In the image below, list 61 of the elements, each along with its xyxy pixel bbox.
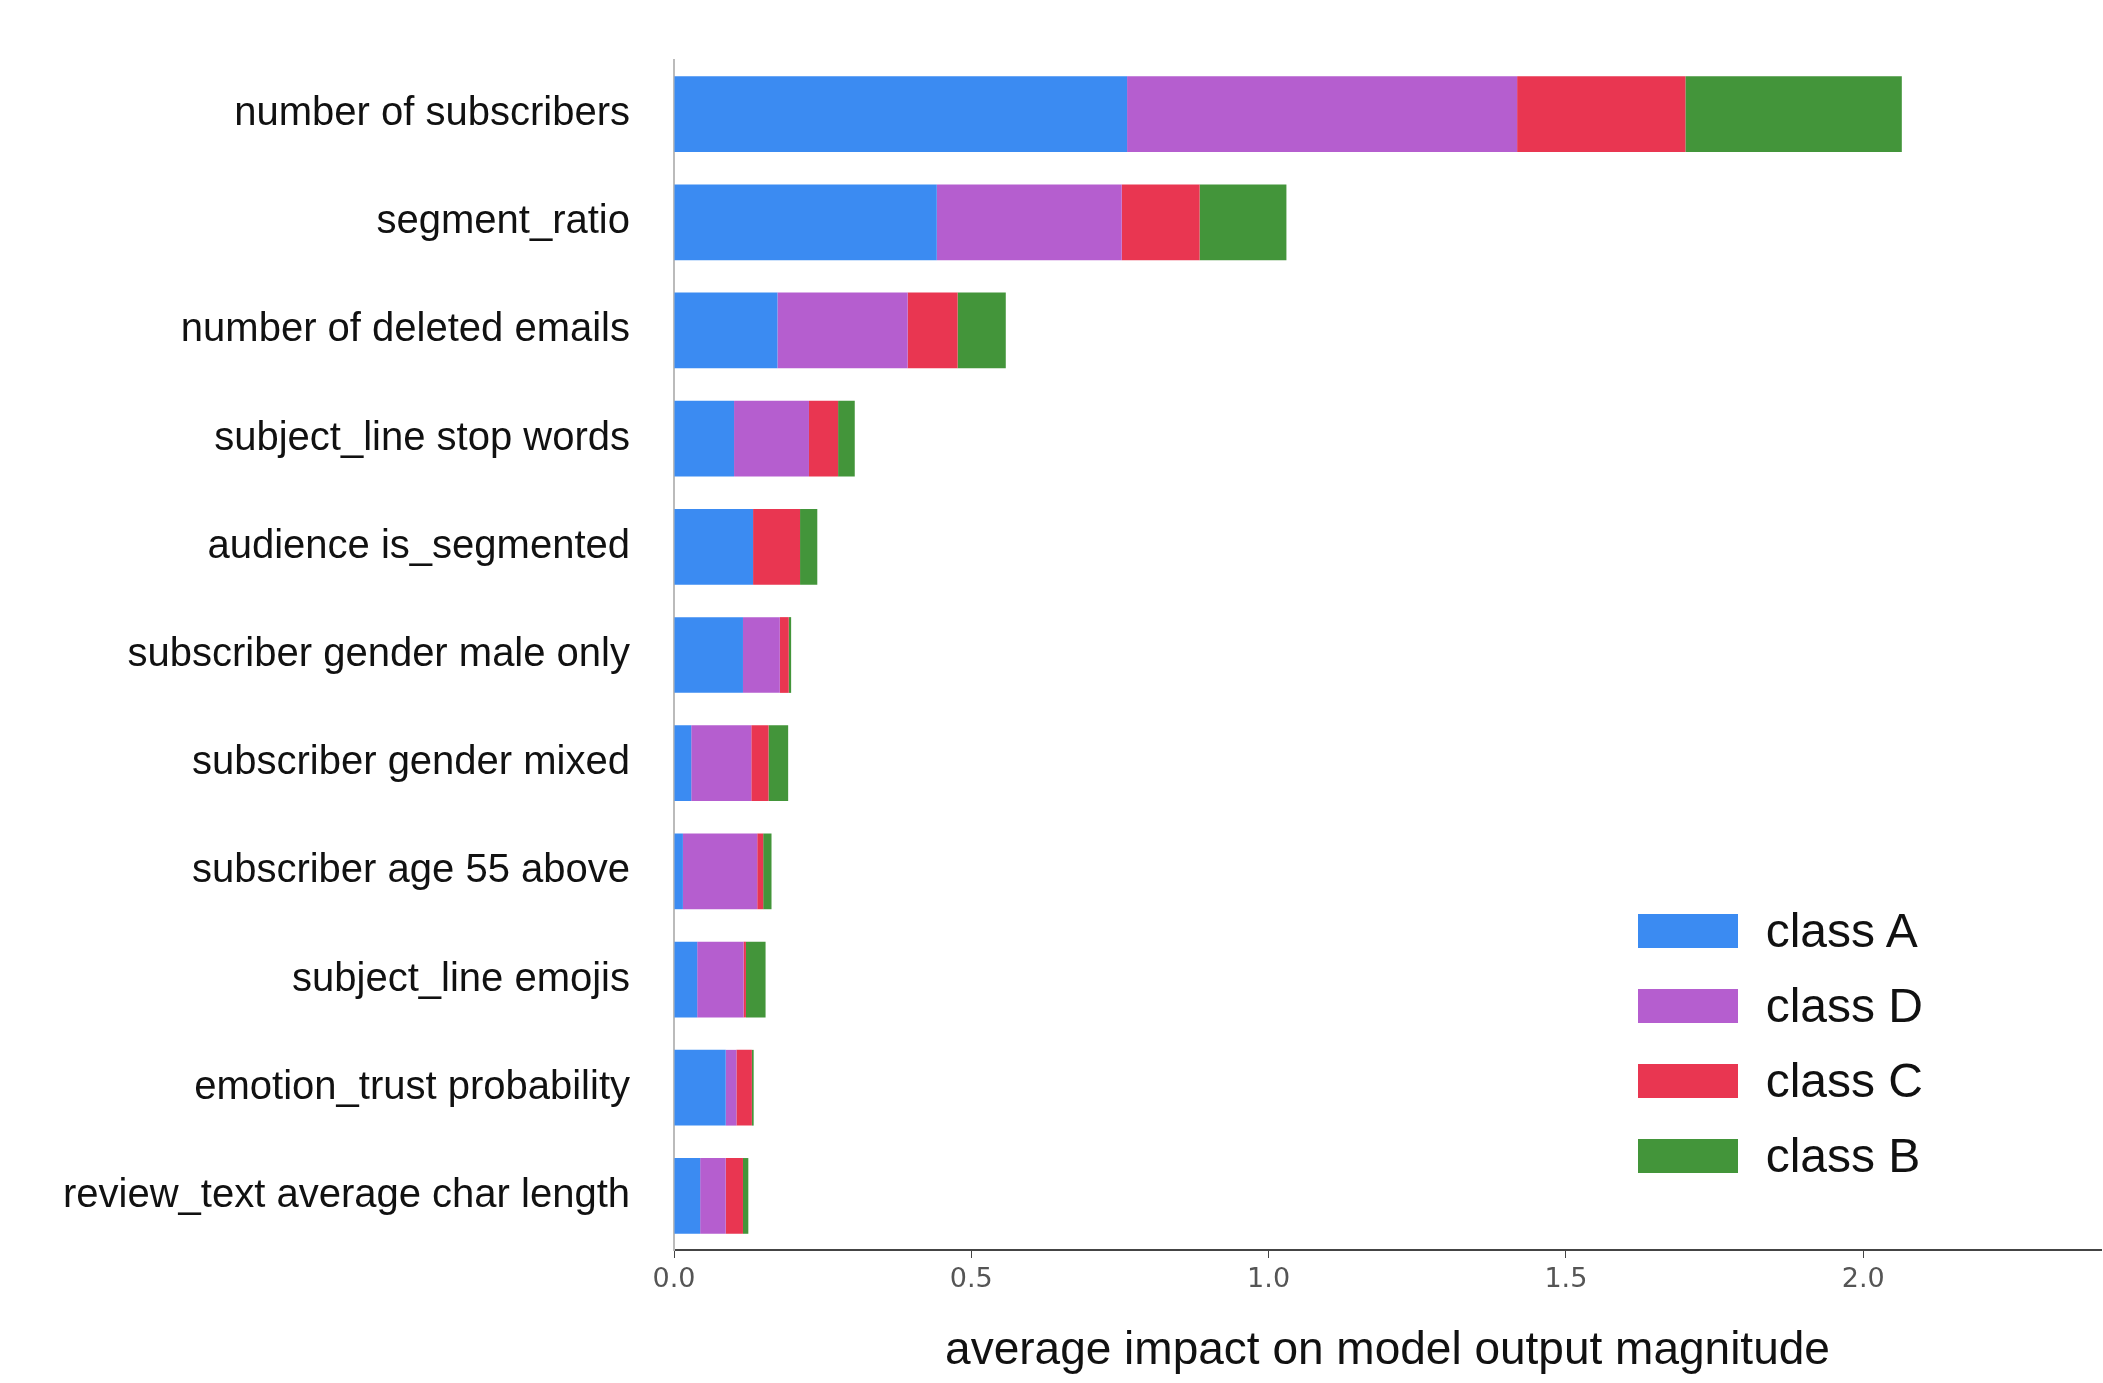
x-tick-label: 1.0 <box>1247 1262 1291 1294</box>
legend-label: class B <box>1765 1128 1921 1183</box>
bar <box>700 1158 726 1234</box>
bar <box>1199 184 1287 261</box>
bar <box>674 400 735 477</box>
bar <box>736 1049 752 1126</box>
legend-label: class A <box>1765 903 1918 958</box>
bar <box>753 508 801 585</box>
bar <box>697 941 744 1018</box>
bar <box>768 725 789 802</box>
bar <box>763 833 772 910</box>
y-tick-label: audience is_segmented <box>207 521 630 566</box>
y-tick-label: subject_line stop words <box>214 413 630 458</box>
bar <box>1127 76 1518 152</box>
bar <box>674 292 778 369</box>
bar <box>777 292 908 369</box>
y-tick-label: subject_line emojis <box>292 954 630 999</box>
x-tick-label: 0.0 <box>652 1262 696 1294</box>
bar <box>674 76 1128 152</box>
bar <box>745 941 766 1018</box>
bar <box>725 1158 743 1234</box>
y-tick-label: number of subscribers <box>234 89 630 134</box>
bar <box>691 725 752 802</box>
x-tick-label: 1.5 <box>1544 1262 1588 1294</box>
y-tick-label: review_text average char length <box>63 1170 630 1215</box>
bar <box>674 941 698 1018</box>
legend-label: class D <box>1765 978 1923 1033</box>
bar <box>838 400 855 477</box>
bar <box>725 1049 737 1126</box>
x-axis-title: average impact on model output magnitude <box>945 1322 1830 1375</box>
x-tick-label: 0.5 <box>949 1262 993 1294</box>
bar <box>674 1158 701 1234</box>
bar <box>957 292 1006 369</box>
bar <box>742 617 780 693</box>
bar <box>751 725 769 802</box>
legend-label: class C <box>1765 1053 1923 1108</box>
y-tick-label: subscriber age 55 above <box>191 846 630 891</box>
y-tick-label: subscriber gender male only <box>127 630 630 675</box>
bar <box>674 617 743 693</box>
bar <box>1685 76 1902 152</box>
bar <box>1121 184 1200 261</box>
y-tick-label: number of deleted emails <box>180 305 630 350</box>
x-tick-label: 2.0 <box>1841 1262 1885 1294</box>
bar <box>674 725 692 802</box>
bar <box>674 833 683 910</box>
bar <box>757 833 764 910</box>
bar <box>674 1049 726 1126</box>
bar <box>682 833 758 910</box>
bar <box>800 508 818 585</box>
bar <box>808 400 839 477</box>
bar <box>936 184 1122 261</box>
y-tick-label: emotion_trust probability <box>194 1062 630 1107</box>
bar <box>734 400 809 477</box>
bar <box>674 184 937 261</box>
y-tick-label: subscriber gender mixed <box>192 738 630 783</box>
bar <box>779 617 789 693</box>
y-tick-label: segment_ratio <box>376 197 630 242</box>
bar <box>907 292 958 369</box>
bar <box>742 1158 749 1234</box>
bar <box>674 508 754 585</box>
bar <box>1517 76 1686 152</box>
